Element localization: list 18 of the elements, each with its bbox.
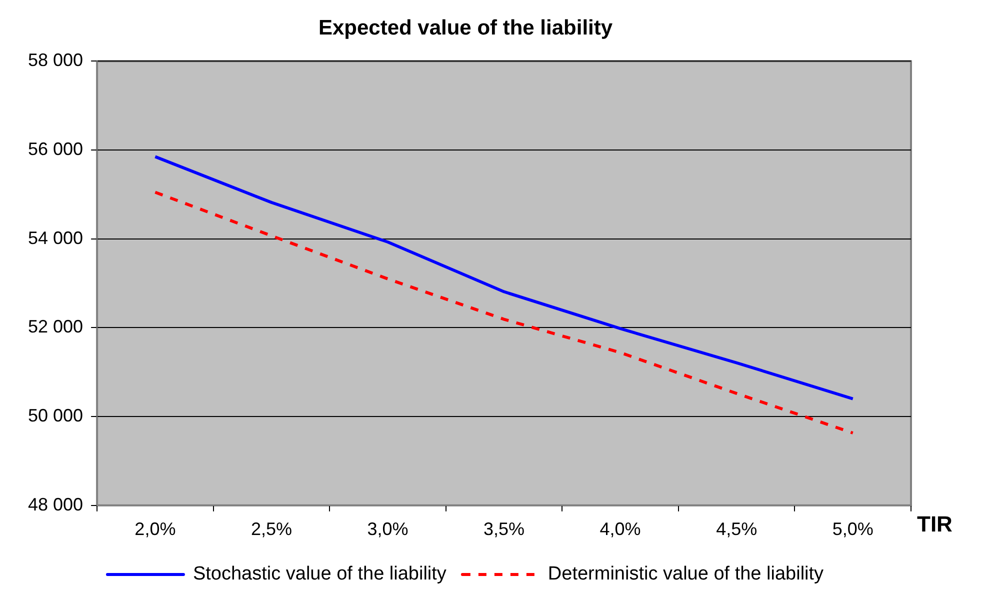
x-tick-label: 3,0% [367,519,408,540]
x-tick-label: 4,0% [600,519,641,540]
x-axis-title: TIR [917,511,953,536]
y-tick-label: 50 000 [28,406,84,426]
y-tick-label: 56 000 [28,139,84,160]
line-series [154,190,854,434]
legend-label: Stochastic value of the liability [192,564,447,585]
x-tick-label: 5,0% [832,519,874,540]
x-tick-label: 3,5% [484,519,525,540]
y-tick-label: 48 000 [28,494,84,514]
x-tick-label: 2,5% [250,519,292,540]
x-tick-label: 4,5% [716,519,758,540]
x-tick-label: 2,0% [134,519,176,540]
y-tick-label: 58 000 [28,50,84,70]
chart-title: Expected value of the liability [318,16,613,40]
y-tick-label: 52 000 [28,316,84,337]
y-tick-label: 54 000 [28,228,84,248]
legend-label: Deterministic value of the liability [548,564,824,585]
